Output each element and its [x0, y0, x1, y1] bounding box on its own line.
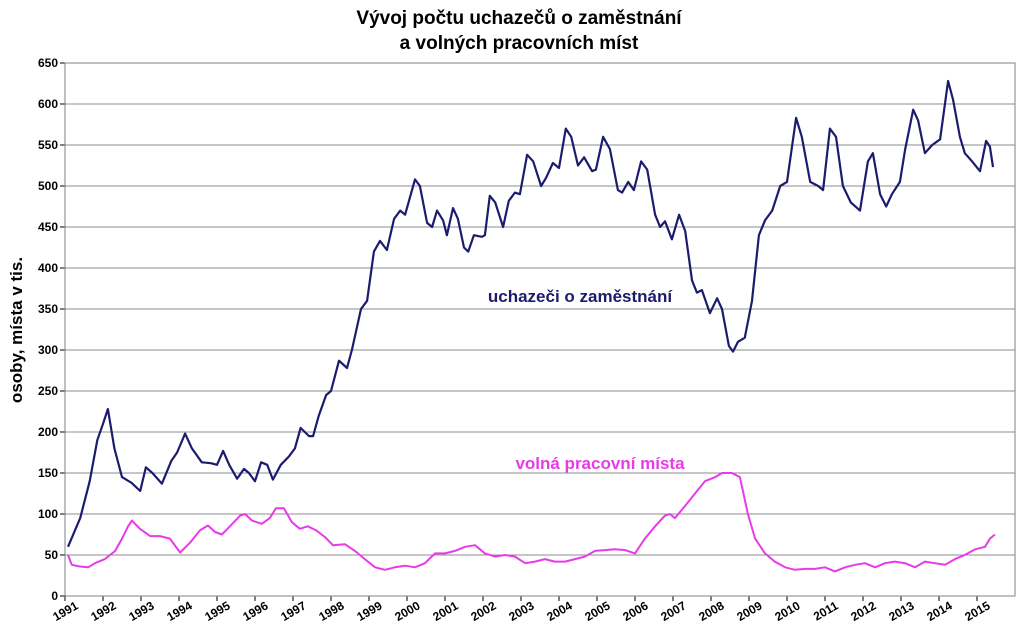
y-axis-label: osoby, místa v tis.: [7, 257, 26, 403]
x-tick-label: 1996: [240, 598, 270, 624]
y-tick-label: 400: [38, 261, 58, 275]
series-label: uchazeči o zaměstnání: [488, 287, 674, 306]
x-tick-label: 2002: [468, 598, 498, 624]
y-tick-label: 250: [38, 384, 58, 398]
series-label: volná pracovní místa: [515, 454, 685, 473]
chart-title: a volných pracovních míst: [400, 33, 639, 54]
x-tick-label: 2011: [811, 598, 841, 623]
y-tick-label: 550: [38, 138, 58, 152]
y-tick-label: 100: [38, 507, 58, 521]
x-tick-label: 2007: [658, 598, 688, 624]
y-tick-label: 50: [45, 548, 59, 562]
x-tick-label: 2008: [696, 598, 726, 624]
x-tick-label: 2004: [544, 598, 574, 624]
x-tick-label: 2012: [848, 598, 878, 624]
x-tick-label: 2006: [620, 598, 650, 624]
chart-title: Vývoj počtu uchazečů o zaměstnání: [356, 8, 682, 29]
x-tick-label: 1993: [126, 598, 156, 624]
x-tick-label: 2003: [506, 598, 536, 624]
y-tick-label: 300: [38, 343, 58, 357]
y-tick-label: 500: [38, 179, 58, 193]
x-tick-label: 2013: [886, 598, 916, 624]
x-tick-label: 2000: [392, 598, 422, 624]
x-tick-label: 1998: [316, 598, 346, 624]
y-tick-label: 150: [38, 466, 58, 480]
y-tick-label: 450: [38, 220, 58, 234]
x-tick-label: 2005: [582, 598, 612, 624]
x-tick-label: 1994: [164, 598, 194, 624]
plot-frame: [64, 62, 1016, 597]
x-tick-label: 2014: [924, 598, 954, 624]
y-tick-label: 350: [38, 302, 58, 316]
x-tick-label: 1997: [278, 598, 308, 624]
plot: uchazeči o zaměstnání volná pracovní míst…: [66, 79, 996, 573]
x-tick-label: 2009: [734, 598, 764, 624]
x-tick-label: 1995: [202, 598, 232, 624]
x-tick-label: 2010: [772, 598, 802, 624]
y-tick-label: 650: [38, 56, 58, 70]
x-tick-label: 2001: [430, 598, 460, 624]
x-tick-label: 1999: [354, 598, 384, 624]
series-line: [66, 79, 995, 548]
series-line: [67, 472, 996, 573]
y-tick-label: 0: [51, 589, 58, 603]
grid: 0 50 100 150 200 250 300 350 400 450 500 550 600 650 1…: [38, 56, 1015, 624]
y-tick-label: 600: [38, 97, 58, 111]
y-tick-label: 200: [38, 425, 58, 439]
x-tick-label: 1992: [88, 598, 118, 624]
x-tick-label: 2015: [962, 598, 992, 624]
